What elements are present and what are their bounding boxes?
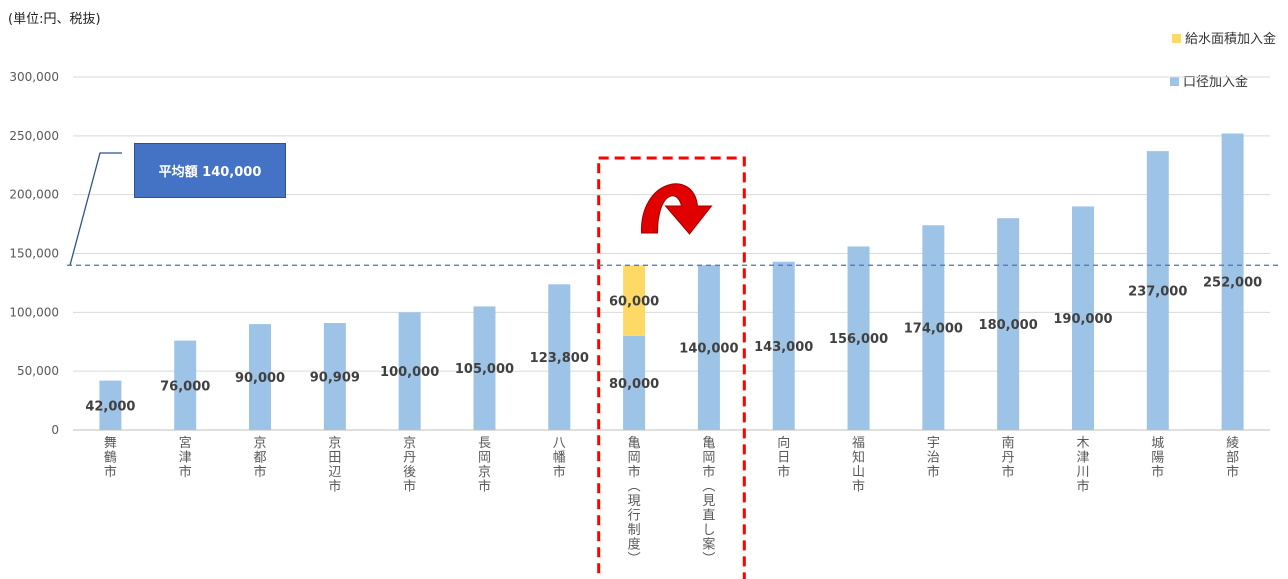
category-label: 亀岡市︵見直し案︶: [702, 436, 715, 567]
category-label: 亀岡市︵現行制度︶: [628, 436, 641, 567]
y-tick-label: 200,000: [9, 188, 59, 202]
bar-7: [548, 284, 571, 430]
data-label: 180,000: [979, 318, 1038, 333]
data-label: 123,800: [530, 351, 589, 366]
legend-item-area-fee: 給水面積加入金: [1171, 28, 1276, 47]
legend-label-caliber-fee: 口径加入金: [1182, 75, 1248, 90]
bar-10: [772, 261, 795, 430]
bar-13: [997, 218, 1020, 430]
data-label: 174,000: [904, 322, 963, 337]
bar-8: [623, 335, 646, 430]
data-label: 76,000: [160, 379, 210, 394]
legend-label-area-fee: 給水面積加入金: [1184, 32, 1276, 47]
legend-swatch-area-fee: [1171, 34, 1181, 43]
category-label: 宇治市: [927, 436, 940, 480]
y-tick-label: 250,000: [9, 129, 59, 143]
category-label: 宮津市: [179, 435, 192, 480]
transition-arrow-icon: [640, 183, 713, 235]
legend-item-caliber-fee: 口径加入金: [1169, 71, 1248, 90]
data-label: 190,000: [1053, 312, 1112, 327]
bar-12: [922, 225, 945, 430]
bar-16: [1221, 133, 1244, 431]
data-label: 105,000: [455, 362, 514, 377]
category-label: 京都市: [254, 436, 267, 480]
category-label: 城陽市: [1151, 436, 1164, 480]
category-label: 京田辺市: [328, 436, 341, 495]
category-label: 南丹市: [1002, 435, 1015, 480]
bar-2: [174, 340, 197, 430]
average-callout: 平均額 140,000: [134, 143, 286, 198]
bar-9: [697, 265, 720, 430]
category-label: 八幡市: [553, 436, 566, 480]
data-label: 140,000: [679, 342, 738, 357]
data-label: 60,000: [609, 295, 659, 310]
data-label: 100,000: [380, 365, 439, 380]
bar-6: [473, 306, 496, 430]
y-tick-label: 50,000: [17, 364, 59, 378]
category-label: 京丹後市: [403, 436, 416, 495]
unit-note: (単位:円、税抜): [8, 12, 101, 27]
data-label: 90,000: [235, 371, 285, 386]
data-label: 80,000: [609, 377, 659, 392]
bar-3: [249, 324, 272, 430]
legend-swatch-caliber-fee: [1169, 77, 1179, 86]
highlight-box: [597, 156, 746, 579]
category-label: 舞鶴市: [104, 436, 117, 480]
bar-11: [847, 246, 870, 430]
bar-stack-8: [623, 265, 646, 336]
bar-4: [323, 323, 346, 430]
data-label: 156,000: [829, 332, 888, 347]
data-label: 143,000: [754, 340, 813, 355]
category-label: 木津川市: [1076, 436, 1089, 495]
bar-1: [99, 380, 122, 430]
data-label: 237,000: [1128, 285, 1187, 300]
y-tick-label: 150,000: [9, 247, 59, 261]
y-tick-label: 300,000: [9, 70, 59, 84]
callout-leader: [69, 152, 122, 266]
bar-15: [1146, 151, 1169, 430]
data-label: 252,000: [1203, 276, 1262, 291]
category-label: 福知山市: [852, 436, 865, 495]
data-label: 42,000: [85, 399, 135, 414]
bar-14: [1071, 206, 1094, 430]
category-label: 向日市: [777, 435, 790, 480]
y-tick-label: 0: [51, 423, 59, 437]
y-tick-label: 100,000: [9, 305, 59, 319]
category-label: 綾部市: [1226, 435, 1239, 480]
data-label: 90,909: [310, 371, 360, 386]
category-label: 長岡京市: [478, 436, 491, 495]
bar-5: [398, 312, 421, 430]
